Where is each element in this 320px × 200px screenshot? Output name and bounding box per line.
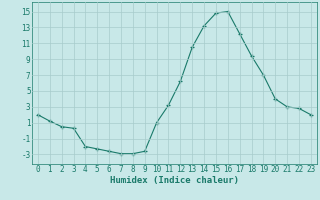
X-axis label: Humidex (Indice chaleur): Humidex (Indice chaleur)	[110, 176, 239, 185]
